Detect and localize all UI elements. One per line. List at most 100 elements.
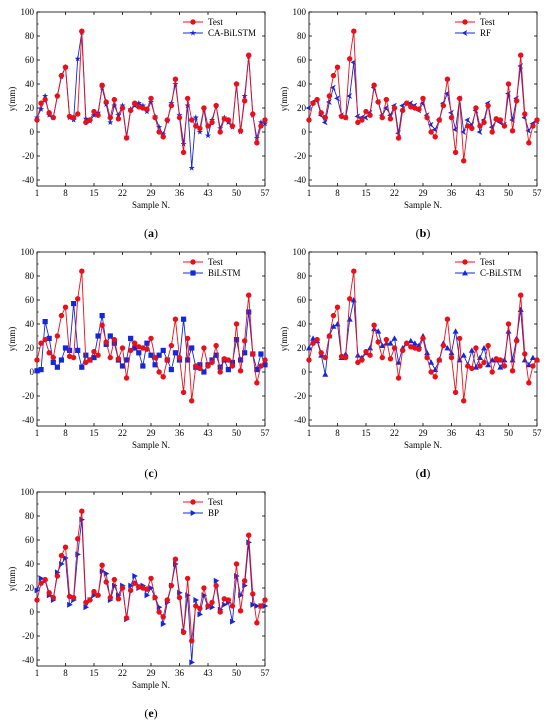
data-point (461, 398, 467, 404)
data-point (62, 544, 69, 550)
series-bp (34, 516, 269, 666)
data-point (75, 111, 81, 117)
panel-label: (b) (416, 226, 431, 240)
data-point (87, 357, 93, 363)
data-point (465, 123, 471, 129)
data-point (67, 601, 73, 608)
data-point (305, 105, 312, 111)
data-point (310, 340, 316, 346)
data-point (176, 354, 183, 361)
data-point (140, 363, 146, 369)
data-point (160, 621, 167, 627)
data-point (334, 321, 341, 327)
data-point (90, 112, 98, 118)
data-point (38, 580, 44, 586)
data-point (189, 659, 195, 666)
data-point (168, 102, 175, 109)
data-point (334, 95, 340, 102)
data-point (481, 119, 487, 126)
data-point (424, 349, 431, 356)
data-point (148, 352, 154, 358)
data-point (111, 336, 118, 343)
data-point (525, 127, 532, 134)
data-point (213, 102, 219, 109)
data-point (152, 354, 158, 361)
x-tick-label: 8 (63, 188, 68, 198)
data-point (156, 352, 162, 358)
data-point (404, 340, 410, 346)
data-point (387, 340, 394, 346)
data-point (363, 108, 369, 115)
data-point (427, 121, 434, 128)
y-tick-label: 0 (30, 367, 35, 377)
data-point (246, 292, 252, 298)
y-tick-label: 20 (25, 103, 35, 113)
x-tick-label: 29 (419, 428, 429, 438)
data-point (391, 335, 398, 341)
data-point (318, 350, 324, 356)
data-point (326, 93, 333, 99)
data-point (172, 80, 179, 87)
data-point (197, 605, 203, 612)
data-point (530, 123, 536, 129)
data-point (481, 359, 487, 366)
data-point (262, 362, 268, 368)
series-line (36, 31, 266, 153)
data-point (50, 114, 56, 121)
legend-marker (190, 499, 196, 505)
y-tick-label: 60 (297, 295, 307, 305)
data-point (160, 131, 167, 137)
data-point (314, 96, 320, 103)
data-point (103, 339, 109, 345)
data-point (254, 603, 261, 609)
data-point (83, 599, 89, 606)
y-tick-label: -40 (294, 175, 306, 185)
legend-marker (189, 29, 197, 36)
data-point (420, 95, 426, 102)
y-tick-label: 20 (25, 343, 35, 353)
data-point (375, 99, 381, 105)
data-point (38, 100, 44, 106)
data-point (127, 107, 134, 114)
data-point (229, 363, 236, 369)
data-point (83, 359, 89, 366)
data-point (107, 594, 113, 601)
data-point (379, 342, 386, 348)
data-point (111, 96, 118, 103)
data-point (189, 398, 195, 404)
x-tick-label: 15 (362, 188, 372, 198)
data-point (75, 347, 81, 353)
data-point (501, 357, 508, 363)
data-point (103, 570, 110, 577)
data-point (509, 128, 516, 134)
x-tick-label: 43 (204, 428, 214, 438)
data-point (314, 336, 320, 343)
data-point (489, 369, 495, 375)
data-point (62, 345, 69, 351)
data-point (237, 357, 244, 363)
data-point (144, 340, 150, 346)
y-tick-label: 40 (25, 79, 35, 89)
data-point (404, 100, 410, 106)
data-point (237, 608, 244, 614)
data-point (456, 95, 463, 102)
data-point (46, 590, 52, 596)
data-point (415, 342, 422, 348)
legend-item: BiLSTM (183, 268, 241, 278)
data-point (107, 333, 113, 339)
y-tick-label: 20 (297, 343, 307, 353)
data-point (46, 335, 52, 341)
panel-label: (c) (144, 466, 157, 480)
data-point (209, 599, 215, 606)
x-tick-label: 50 (504, 188, 514, 198)
data-point (42, 92, 49, 99)
data-point (136, 350, 142, 356)
data-point (99, 562, 105, 568)
data-point (201, 585, 207, 591)
x-tick-label: 22 (118, 188, 127, 198)
series-line (36, 519, 265, 663)
data-point (448, 114, 455, 121)
x-tick-label: 50 (504, 428, 514, 438)
x-tick-label: 29 (147, 428, 157, 438)
y-tick-label: -20 (294, 391, 306, 401)
